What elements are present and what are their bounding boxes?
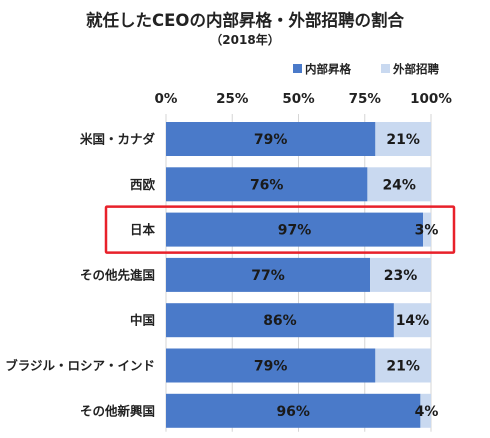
data-label-0-0: 79% xyxy=(254,132,288,148)
data-label-1-1: 24% xyxy=(382,177,416,193)
data-label-0-6: 96% xyxy=(276,404,310,420)
data-label-1-6: 4% xyxy=(415,404,439,420)
category-label-5: ブラジル・ロシア・インド xyxy=(5,358,155,373)
highlight-box xyxy=(104,205,456,254)
chart-subtitle: （2018年） xyxy=(210,32,279,47)
tick-label-1: 25% xyxy=(216,91,249,107)
data-label-0-5: 79% xyxy=(254,359,288,375)
legend-swatch-0 xyxy=(293,64,302,73)
data-label-1-4: 14% xyxy=(396,313,430,329)
legend-label-1: 外部招聘 xyxy=(392,62,439,76)
bar-1-2 xyxy=(423,212,431,247)
category-label-0: 米国・カナダ xyxy=(79,132,156,147)
bar-1-3 xyxy=(370,257,431,292)
x-axis-ticks: 0% 25% 50% 75% 100% xyxy=(155,91,453,107)
bar-0-6 xyxy=(166,393,421,428)
data-label-1-3: 23% xyxy=(384,268,418,284)
tick-label-0: 0% xyxy=(155,91,178,107)
bar-1-0 xyxy=(375,122,431,156)
bar-0-5 xyxy=(166,348,376,383)
chart-title: 就任したCEOの内部昇格・外部招聘の割合 xyxy=(86,10,404,30)
bar-0-3 xyxy=(166,257,371,292)
data-label-1-0: 21% xyxy=(386,132,420,148)
data-label-0-1: 76% xyxy=(250,177,284,193)
bar-1-4 xyxy=(393,303,431,338)
tick-label-2: 50% xyxy=(282,91,315,107)
data-label-1-5: 21% xyxy=(386,359,420,375)
category-label-6: その他新興国 xyxy=(80,403,155,418)
bar-0-2 xyxy=(166,212,424,247)
category-label-2: 日本 xyxy=(130,222,156,237)
category-label-3: その他先進国 xyxy=(80,267,155,282)
legend-label-0: 内部昇格 xyxy=(305,62,351,76)
tick-label-3: 75% xyxy=(349,91,382,107)
data-label-0-3: 77% xyxy=(251,268,285,284)
tick-label-4: 100% xyxy=(410,91,452,107)
category-label-4: 中国 xyxy=(130,313,155,328)
bar-1-6 xyxy=(420,393,431,428)
bar-0-0 xyxy=(166,122,376,156)
highlight-layer xyxy=(104,205,456,254)
legend: 内部昇格 外部招聘 xyxy=(293,62,439,76)
legend-swatch-1 xyxy=(381,64,390,73)
data-label-0-4: 86% xyxy=(263,313,297,329)
data-label-1-2: 3% xyxy=(415,223,439,239)
bar-0-4 xyxy=(166,303,394,338)
bar-1-1 xyxy=(367,167,431,202)
data-label-0-2: 97% xyxy=(278,223,312,239)
bars xyxy=(166,122,431,428)
data-labels: 79% 21% 76% 24% 97% 3% 77% 23% 86% 14% 79% 21% 96% 4% xyxy=(250,132,438,420)
bar-0-1 xyxy=(166,167,368,202)
category-label-1: 西欧 xyxy=(130,177,156,192)
bar-1-5 xyxy=(375,348,431,383)
